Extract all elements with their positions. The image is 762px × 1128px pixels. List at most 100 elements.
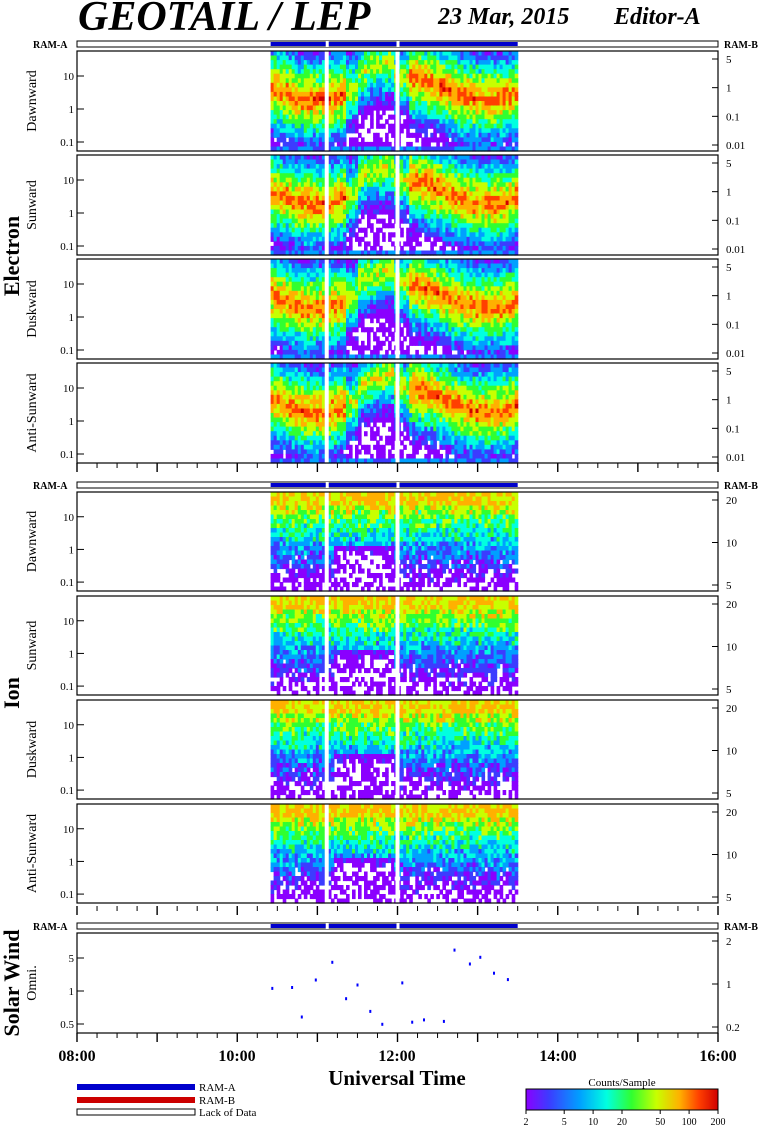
spectrogram-cell bbox=[469, 295, 474, 301]
spectrogram-cell bbox=[514, 209, 519, 215]
spectrogram-cell bbox=[303, 82, 308, 88]
spectrogram-cell bbox=[415, 96, 419, 102]
spectrogram-cell bbox=[493, 141, 498, 147]
spectrogram-cell bbox=[478, 141, 483, 147]
spectrogram-cell bbox=[336, 259, 341, 265]
spectrogram-cell bbox=[448, 101, 452, 107]
spectrogram-cell bbox=[433, 214, 437, 220]
spectrogram-cell bbox=[312, 146, 317, 152]
spectrogram-cell bbox=[433, 87, 437, 93]
spectrogram-cell bbox=[499, 110, 504, 116]
spectrogram-cell bbox=[385, 259, 389, 265]
spectrogram-cell bbox=[469, 245, 474, 251]
spectrogram-cell bbox=[355, 87, 359, 93]
spectrogram-cell bbox=[321, 182, 326, 188]
spectrogram-cell bbox=[499, 64, 504, 70]
spectrogram-cell bbox=[276, 159, 281, 165]
spectrogram-cell bbox=[391, 349, 395, 355]
spectrogram-cell bbox=[342, 295, 347, 301]
spectrogram-cell bbox=[466, 250, 471, 256]
spectrogram-cell bbox=[490, 105, 495, 111]
spectrogram-cell bbox=[300, 128, 305, 134]
spectrogram-cell bbox=[303, 263, 308, 269]
spectrogram-cell bbox=[469, 214, 474, 220]
spectrogram-cell bbox=[297, 91, 302, 97]
spectrogram-cell bbox=[493, 114, 498, 120]
spectrogram-cell bbox=[297, 322, 302, 328]
spectrogram-cell bbox=[303, 236, 308, 242]
spectrogram-cell bbox=[367, 51, 371, 57]
spectrogram-cell bbox=[318, 241, 323, 247]
spectrogram-cell bbox=[421, 164, 425, 170]
spectrogram-cell bbox=[349, 200, 353, 206]
spectrogram-cell bbox=[466, 277, 471, 283]
spectrogram-cell bbox=[391, 309, 395, 315]
spectrogram-cell bbox=[367, 313, 371, 319]
spectrogram-cell bbox=[406, 327, 410, 333]
spectrogram-cell bbox=[294, 205, 299, 211]
spectrogram-cell bbox=[312, 336, 317, 342]
spectrogram-cell bbox=[279, 96, 284, 102]
spectrogram-cell bbox=[327, 214, 332, 220]
spectrogram-cell bbox=[412, 309, 416, 315]
spectrogram-cell bbox=[318, 327, 323, 333]
spectrogram-cell bbox=[385, 281, 389, 287]
spectrogram-cell bbox=[327, 141, 332, 147]
spectrogram-cell bbox=[448, 123, 452, 129]
spectrogram-cell bbox=[352, 322, 356, 328]
spectrogram-cell bbox=[279, 128, 284, 134]
spectrogram-cell bbox=[415, 304, 419, 310]
spectrogram-cell bbox=[421, 290, 425, 296]
spectrogram-cell bbox=[270, 101, 275, 107]
spectrogram-cell bbox=[336, 55, 341, 61]
spectrogram-cell bbox=[466, 263, 471, 269]
spectrogram-cell bbox=[487, 110, 492, 116]
spectrogram-cell bbox=[291, 245, 296, 251]
spectrogram-cell bbox=[448, 132, 452, 138]
spectrogram-cell bbox=[433, 110, 437, 116]
spectrogram-cell bbox=[270, 195, 275, 201]
spectrogram-cell bbox=[327, 159, 332, 165]
spectrogram-cell bbox=[496, 82, 501, 88]
spectrogram-cell bbox=[418, 177, 422, 183]
spectrogram-cell bbox=[358, 295, 362, 301]
spectrogram-cell bbox=[288, 322, 293, 328]
spectrogram-cell bbox=[406, 331, 410, 337]
spectrogram-cell bbox=[270, 182, 275, 188]
spectrogram-cell bbox=[433, 205, 437, 211]
spectrogram-cell bbox=[484, 119, 489, 125]
spectrogram-cell bbox=[454, 51, 458, 57]
spectrogram-cell bbox=[487, 245, 492, 251]
spectrogram-cell bbox=[490, 164, 495, 170]
spectrogram-cell bbox=[421, 209, 425, 215]
spectrogram-cell bbox=[430, 191, 434, 197]
spectrogram-cell bbox=[409, 322, 413, 328]
spectrogram-cell bbox=[412, 78, 416, 84]
spectrogram-cell bbox=[460, 91, 464, 97]
spectrogram-cell bbox=[466, 87, 471, 93]
spectrogram-cell bbox=[285, 232, 290, 238]
spectrogram-cell bbox=[385, 119, 389, 125]
spectrogram-cell bbox=[379, 227, 383, 233]
spectrogram-cell bbox=[445, 214, 449, 220]
spectrogram-cell bbox=[373, 73, 377, 79]
spectrogram-cell bbox=[288, 227, 293, 233]
spectrogram-cell bbox=[276, 101, 281, 107]
spectrogram-cell bbox=[475, 223, 480, 229]
spectrogram-cell bbox=[403, 349, 407, 355]
spectrogram-cell bbox=[460, 263, 464, 269]
spectrogram-cell bbox=[352, 259, 356, 265]
spectrogram-cell bbox=[315, 82, 320, 88]
spectrogram-cell bbox=[403, 146, 407, 152]
spectrogram-cell bbox=[508, 195, 513, 201]
spectrogram-cell bbox=[409, 110, 413, 116]
spectrogram-cell bbox=[499, 78, 504, 84]
spectrogram-cell bbox=[487, 322, 492, 328]
spectrogram-cell bbox=[339, 82, 344, 88]
spectrogram-cell bbox=[400, 227, 404, 233]
spectrogram-cell bbox=[303, 186, 308, 192]
spectrogram-cell bbox=[355, 345, 359, 351]
spectrogram-cell bbox=[318, 272, 323, 278]
spectrogram-cell bbox=[487, 286, 492, 292]
spectrogram-cell bbox=[336, 105, 341, 111]
